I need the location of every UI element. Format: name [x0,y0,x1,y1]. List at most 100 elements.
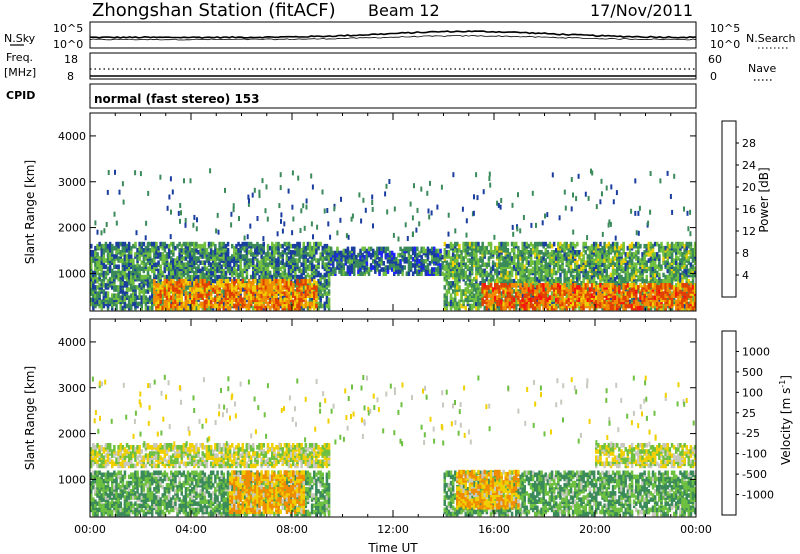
heatmap-cell [102,295,106,300]
heatmap-cell [559,252,562,257]
heatmap-cell [300,254,303,259]
heatmap-cell [197,264,200,270]
heatmap-cell [462,241,465,247]
heatmap-cell [304,262,308,267]
heatmap-cell [249,295,253,300]
heatmap-cell [414,250,417,256]
heatmap-cell [193,285,196,290]
heatmap-cell [294,243,297,249]
heatmap-cell [359,254,362,260]
heatmap-cell [411,256,415,262]
heatmap-cell [611,256,615,261]
heatmap-cell [523,256,526,261]
heatmap-cell [256,285,259,290]
heatmap-cell [317,241,320,247]
heatmap-cell [266,256,270,261]
heatmap-cell [279,272,282,278]
heatmap-cell [477,266,480,272]
heatmap-cell [108,297,112,303]
heatmap-cell [624,256,627,261]
heatmap-cell [106,266,110,272]
heatmap-cell [479,268,482,274]
heatmap-cell [268,252,272,257]
heatmap-cell [489,252,493,257]
heatmap-cell [473,293,476,298]
heatmap-cell [121,266,125,272]
heatmap-cell [279,278,282,284]
heatmap-cell [306,252,310,257]
heatmap-cell [580,258,583,263]
heatmap-cell [590,243,594,249]
heatmap-cell [176,289,179,294]
heatmap-cell [197,250,200,255]
heatmap-cell [510,272,514,278]
heatmap-cell [96,276,99,282]
heatmap-cell [447,301,451,307]
heatmap-cell [416,252,419,258]
heatmap-cell [205,276,209,282]
heatmap-cell [102,243,106,249]
heatmap-cell [481,245,484,251]
heatmap-cell [237,241,240,247]
heatmap-cell [531,266,535,272]
station-title: Zhongshan Station (fitACF) [92,0,336,21]
heatmap-cell [172,285,175,290]
heatmap-cell [224,243,228,249]
heatmap-cell [609,248,613,253]
heatmap-cell [254,285,257,290]
heatmap-cell [136,270,139,276]
heatmap-cell [271,285,274,290]
heatmap-cell [592,278,596,284]
heatmap-cell [454,248,457,253]
heatmap-cell [283,270,287,276]
heatmap-cell [260,283,263,288]
heatmap-cell [641,252,644,257]
heatmap-cell [306,278,310,284]
nave-tick-bottom: 0 [710,70,717,83]
heatmap-cell [224,256,228,261]
heatmap-cell [155,301,158,307]
heatmap-cell [275,272,278,278]
heatmap-cell [113,274,116,280]
heatmap-cell [458,248,461,253]
heatmap-cell [534,266,537,272]
heatmap-cell [161,260,164,265]
heatmap-cell [494,278,497,284]
heatmap-cell [271,264,274,270]
heatmap-cell [454,264,457,270]
heatmap-cell [613,281,617,286]
heatmap-cell [460,274,463,280]
heatmap-cell [233,303,236,309]
heatmap-cell [167,248,171,253]
heatmap-cell [517,270,520,276]
heatmap-cell [243,254,247,259]
heatmap-cell [510,278,514,284]
heatmap-cell [96,285,99,290]
heatmap-cell [195,266,198,272]
heatmap-cell [136,262,139,267]
heatmap-cell [172,241,175,247]
heatmap-cell [435,271,438,276]
heatmap-cell [252,287,255,292]
heatmap-cell [616,252,619,257]
heatmap-cell [454,258,457,263]
heatmap-cell [447,254,451,259]
heatmap-cell [172,274,175,280]
heatmap-cell [346,259,350,264]
heatmap-cell [220,303,223,309]
heatmap-cell [628,250,632,255]
heatmap-cell [157,260,160,265]
heatmap-cell [123,301,127,307]
heatmap-cell [502,278,505,284]
nsky-tick-bottom: 10^0 [53,38,83,51]
heatmap-cell [380,267,383,272]
heatmap-cell [561,268,564,274]
heatmap-cell [178,270,181,276]
heatmap-cell [102,276,106,282]
heatmap-cell [130,270,133,276]
heatmap-cell [130,293,133,298]
heatmap-cell [344,271,348,276]
heatmap-cell [239,262,242,267]
heatmap-cell [401,265,404,270]
heatmap-cell [298,305,301,311]
